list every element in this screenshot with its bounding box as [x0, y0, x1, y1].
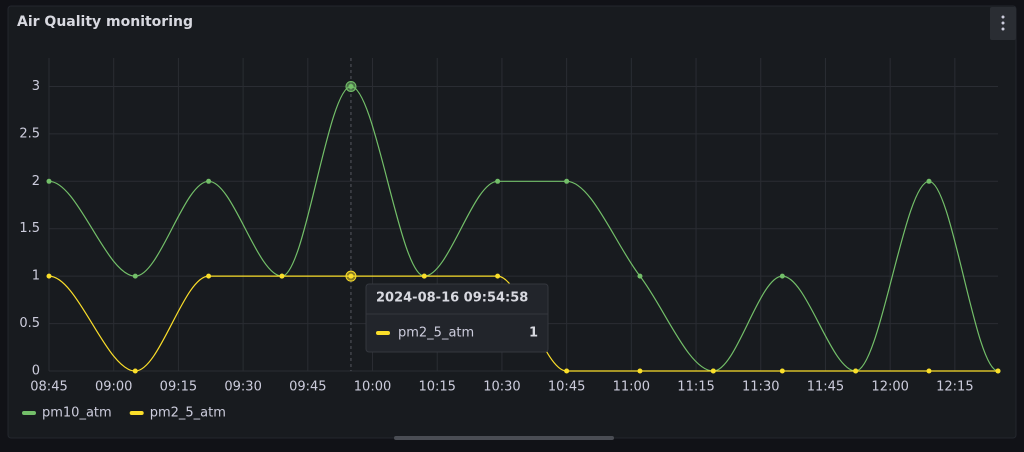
data-point: [495, 273, 501, 279]
data-point: [206, 273, 212, 279]
data-point: [132, 273, 138, 279]
x-tick-label: 11:45: [807, 380, 844, 395]
plot: [46, 58, 1001, 374]
x-tick-label: 08:45: [30, 380, 67, 395]
x-tick-label: 10:00: [354, 380, 391, 395]
tooltip-swatch: [376, 331, 390, 335]
hover-point: [345, 270, 357, 282]
panel-title: Air Quality monitoring: [17, 14, 193, 30]
y-tick-label: 1.5: [19, 221, 40, 236]
data-point: [710, 368, 716, 374]
menu-dot: [1001, 15, 1005, 19]
data-point: [926, 178, 932, 184]
data-point: [853, 368, 859, 374]
data-point: [495, 178, 501, 184]
hover-point: [345, 80, 357, 92]
data-point: [564, 178, 570, 184]
panel: [7, 5, 1017, 439]
data-point: [564, 368, 570, 374]
legend-swatch: [129, 411, 144, 415]
y-tick-label: 0: [32, 364, 40, 379]
series-line: [48, 85, 999, 372]
data-point: [779, 273, 785, 279]
data-point: [421, 273, 427, 279]
data-point: [637, 368, 643, 374]
data-point: [46, 178, 52, 184]
tooltip-box: [365, 283, 549, 353]
y-tick-label: 1: [32, 269, 40, 284]
tooltip: 2024-08-16 09:54:58 pm2_5_atm 1: [365, 283, 549, 353]
legend-swatch: [22, 411, 36, 415]
legend-label: pm10_atm: [42, 406, 112, 421]
data-point: [132, 368, 138, 374]
tooltip-title: 2024-08-16 09:54:58: [376, 291, 528, 306]
data-point: [995, 368, 1001, 374]
data-point: [206, 178, 212, 184]
legend: pm10_atm pm2_5_atm: [22, 406, 226, 421]
data-point: [926, 368, 932, 374]
x-tick-label: 11:00: [613, 380, 650, 395]
menu-dot: [1001, 27, 1005, 31]
x-tick-label: 12:00: [871, 380, 908, 395]
x-tick-label: 10:45: [548, 380, 585, 395]
data-point: [279, 273, 285, 279]
x-tick-label: 11:15: [677, 380, 714, 395]
tooltip-value: 1: [529, 326, 538, 341]
y-tick-label: 2: [32, 174, 40, 189]
x-tick-label: 09:15: [160, 380, 197, 395]
data-point: [779, 368, 785, 374]
x-tick-label: 10:30: [483, 380, 520, 395]
y-tick-label: 2.5: [19, 126, 40, 141]
y-tick-label: 0.5: [19, 316, 40, 331]
series-line: [48, 275, 998, 372]
scrollbar[interactable]: [394, 436, 614, 440]
tooltip-series: pm2_5_atm: [398, 326, 474, 341]
legend-label: pm2_5_atm: [150, 406, 226, 421]
x-tick-label: 10:15: [418, 380, 455, 395]
data-point: [46, 273, 52, 279]
x-tick-label: 11:30: [742, 380, 779, 395]
menu-dot: [1001, 21, 1005, 25]
data-point: [637, 273, 643, 279]
x-tick-label: 09:00: [95, 380, 132, 395]
x-tick-label: 12:15: [936, 380, 973, 395]
x-tick-label: 09:45: [289, 380, 326, 395]
x-tick-label: 09:30: [224, 380, 261, 395]
y-tick-label: 3: [32, 79, 40, 94]
